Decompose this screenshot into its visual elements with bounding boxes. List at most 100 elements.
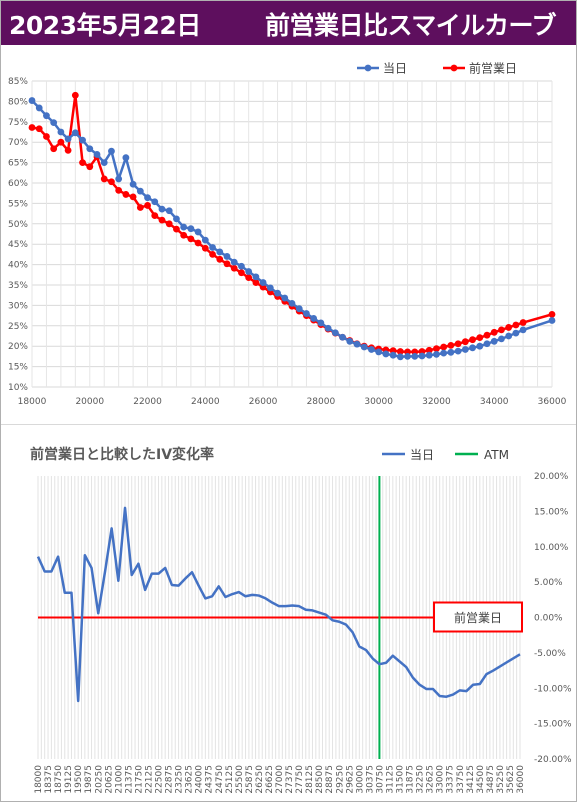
x-tick-label: 33375 (446, 765, 456, 794)
x-tick-label: 20625 (104, 765, 114, 794)
data-point-prev (252, 279, 260, 286)
legend-marker (450, 64, 458, 72)
data-point-today (396, 353, 404, 361)
series-line-today (31, 99, 553, 359)
data-point-today (144, 194, 151, 202)
data-point-prev (108, 178, 115, 186)
data-point-today (440, 349, 448, 357)
data-point-today (173, 215, 180, 223)
data-point-today (461, 346, 469, 353)
section-divider (1, 424, 576, 425)
y-tick-label: 20% (8, 342, 28, 352)
data-point-prev (57, 138, 65, 146)
legend-marker (364, 64, 372, 72)
data-point-prev (35, 125, 43, 133)
data-point-today (252, 273, 260, 281)
data-point-today (404, 353, 411, 360)
x-tick-label: 26625 (265, 765, 275, 794)
data-point-today (129, 180, 137, 188)
y-tick-label: 15% (8, 363, 28, 373)
x-tick-label: 32000 (422, 397, 451, 407)
x-tick-label: 19500 (74, 765, 84, 794)
data-point-prev (136, 204, 144, 211)
x-tick-label: 24000 (195, 765, 205, 794)
data-point-today (281, 294, 289, 302)
data-point-today (360, 343, 368, 351)
data-point-today (194, 228, 202, 236)
x-tick-label: 30000 (355, 765, 365, 794)
data-point-today (324, 324, 332, 332)
data-point-prev (209, 251, 216, 258)
x-tick-label: 27000 (275, 765, 285, 794)
y-tick-label: 35% (8, 281, 28, 291)
y-tick-label: 75% (8, 118, 28, 128)
data-point-today (476, 342, 484, 350)
data-point-prev (194, 239, 202, 247)
data-point-today (512, 329, 520, 337)
data-point-today (86, 145, 94, 153)
series-line-prev (31, 94, 553, 354)
data-point-today (180, 223, 188, 231)
x-tick-label: 18000 (18, 397, 47, 407)
x-tick-label: 32625 (426, 765, 436, 794)
data-point-today (353, 340, 361, 348)
y-tick-label: 25% (8, 322, 28, 332)
x-tick-label: 32250 (416, 765, 426, 794)
data-point-prev (512, 321, 520, 329)
data-point-prev (483, 331, 491, 339)
data-point-today (274, 289, 281, 297)
data-point-prev (50, 145, 58, 153)
data-point-prev (79, 159, 86, 166)
data-point-today (317, 319, 325, 327)
x-tick-label: 31125 (385, 765, 395, 794)
x-tick-label: 25500 (235, 765, 245, 794)
data-point-prev (469, 336, 476, 344)
x-tick-label: 36000 (516, 765, 526, 794)
data-point-today (108, 147, 115, 155)
y-tick-label: 60% (8, 179, 28, 189)
y-tick-label: 10.00% (534, 543, 569, 553)
data-point-prev (476, 334, 484, 342)
data-point-today (346, 337, 354, 345)
data-point-prev (180, 231, 188, 239)
y-tick-label: -10.00% (534, 684, 572, 694)
data-point-today (79, 136, 86, 144)
y-tick-label: -20.00% (534, 755, 572, 765)
x-tick-label: 34000 (480, 397, 509, 407)
y-tick-label: 45% (8, 240, 28, 250)
y-tick-label: 55% (8, 199, 28, 209)
data-point-today (295, 305, 303, 313)
data-point-today (548, 317, 556, 324)
x-tick-label: 35250 (496, 765, 506, 794)
header-title: 前営業日比スマイルカーブ (265, 11, 557, 40)
x-tick-label: 22000 (133, 397, 162, 407)
data-point-today (223, 253, 231, 260)
data-point-today (259, 279, 267, 286)
data-point-today (433, 350, 440, 358)
data-point-today (201, 236, 209, 244)
data-point-today (230, 258, 238, 266)
legend-label: 当日 (410, 448, 434, 462)
y-tick-label: 40% (8, 261, 28, 271)
y-tick-label: 10% (8, 383, 28, 393)
x-tick-label: 33000 (436, 765, 446, 794)
x-tick-label: 24750 (215, 765, 225, 794)
data-point-prev (165, 220, 173, 228)
data-point-today (57, 128, 65, 136)
data-point-today (375, 348, 383, 356)
y-tick-label: -5.00% (534, 649, 566, 659)
x-tick-label: 18000 (34, 765, 44, 794)
data-point-prev (548, 310, 556, 318)
data-point-prev (245, 274, 253, 282)
y-tick-label: 80% (8, 97, 28, 107)
x-tick-label: 20000 (75, 397, 104, 407)
data-point-prev (519, 319, 527, 326)
y-tick-label: 85% (8, 77, 28, 87)
data-point-today (469, 344, 476, 352)
x-tick-label: 33750 (456, 765, 466, 794)
x-tick-label: 22875 (165, 765, 175, 794)
x-tick-label: 34875 (486, 765, 496, 794)
x-tick-label: 27750 (295, 765, 305, 794)
data-point-prev (43, 133, 50, 140)
x-tick-label: 25875 (245, 765, 255, 794)
